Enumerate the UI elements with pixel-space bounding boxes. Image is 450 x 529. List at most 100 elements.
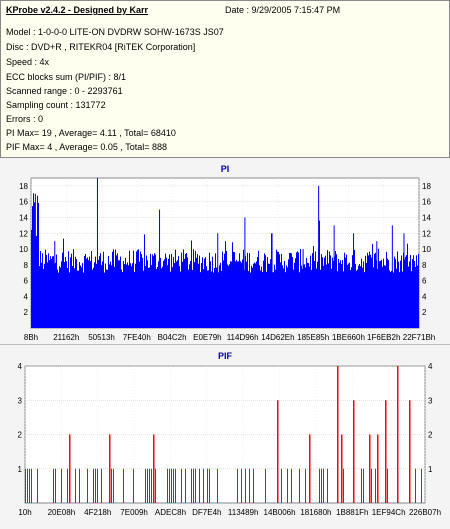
- pi-bar: [118, 260, 119, 328]
- pi-bar: [218, 272, 219, 328]
- pif-bar: [249, 468, 250, 503]
- x-tick-label: 8Bh: [24, 333, 38, 342]
- pif-bar: [173, 468, 174, 503]
- pi-bar: [395, 258, 396, 328]
- pi-bar: [274, 264, 275, 328]
- pi-bar: [162, 266, 163, 328]
- pi-bar: [349, 262, 350, 328]
- pi-bar: [229, 264, 230, 328]
- pi-bar: [260, 270, 261, 328]
- pif-bar: [209, 468, 210, 503]
- pi-bar: [71, 253, 72, 328]
- pif-bar: [281, 468, 282, 503]
- pif-spike-bar: [69, 434, 71, 503]
- pi-bar: [329, 251, 330, 328]
- pi-bar: [107, 269, 108, 328]
- x-tick-label: ADEC8h: [155, 508, 186, 517]
- ecc-line: ECC blocks sum (PI/PIF) : 8/1: [6, 72, 127, 82]
- pi-bar: [78, 270, 79, 328]
- pi-bar: [317, 261, 318, 328]
- pif-bar: [323, 468, 324, 503]
- pi-bar: [190, 260, 191, 328]
- y-tick-label-right: 4: [428, 362, 433, 371]
- x-tick-label: 1F6EB2h: [367, 333, 400, 342]
- pi-bar: [299, 272, 300, 328]
- pi-bar: [226, 250, 227, 328]
- pi-bar: [32, 206, 33, 328]
- pi-bar: [296, 252, 297, 328]
- pif-bar: [253, 468, 254, 503]
- pif-spike-bar: [377, 434, 379, 503]
- pi-bar: [102, 261, 103, 328]
- pi-peak-bar: [333, 225, 335, 328]
- y-tick-label-right: 8: [422, 261, 427, 270]
- pi-bar: [219, 265, 220, 328]
- pi-bar: [258, 250, 259, 328]
- pi-bar: [61, 261, 62, 328]
- pi-bar: [224, 253, 225, 328]
- model-line: Model : 1-0-0-0 LITE-ON DVDRW SOHW-1673S…: [6, 27, 224, 37]
- pi-bar: [206, 266, 207, 328]
- pi-bar: [322, 257, 323, 328]
- x-tick-label: 50513h: [88, 333, 115, 342]
- pi-bar: [81, 267, 82, 328]
- pif-bar: [193, 468, 194, 503]
- pi-bar: [233, 251, 234, 328]
- pi-bar: [345, 257, 346, 328]
- pi-bar: [279, 254, 280, 328]
- x-tick-label: B04C2h: [158, 333, 187, 342]
- pi-bar: [100, 253, 101, 328]
- y-tick-label-left: 14: [19, 213, 28, 222]
- pi-bar: [321, 254, 322, 328]
- x-tick-label: E0E79h: [193, 333, 221, 342]
- pi-bar: [385, 265, 386, 328]
- pi-bar: [121, 269, 122, 328]
- pi-bar: [247, 252, 248, 328]
- pi-bar: [70, 257, 71, 328]
- pif-bar: [185, 468, 186, 503]
- pif-bar: [363, 468, 364, 503]
- pi-bar: [176, 261, 177, 328]
- pi-bar: [132, 263, 133, 328]
- pi-bar: [246, 261, 247, 328]
- pi-bar: [111, 265, 112, 328]
- pif-bar: [97, 468, 98, 503]
- pi-bar: [180, 271, 181, 328]
- pi-bar: [160, 257, 161, 328]
- pif-spike-bar: [369, 434, 371, 503]
- pi-bar: [77, 270, 78, 328]
- pif-bar: [167, 468, 168, 503]
- pi-bar: [42, 253, 43, 328]
- pi-bar: [348, 263, 349, 328]
- pi-peak-bar: [54, 241, 56, 328]
- pi-bar: [44, 263, 45, 328]
- pi-bar: [188, 269, 189, 328]
- pi-bar: [400, 260, 401, 328]
- pif-bar: [171, 468, 172, 503]
- pif-bar: [67, 468, 68, 503]
- pif-bar: [321, 468, 322, 503]
- pi-bar: [355, 263, 356, 328]
- pif-bar: [195, 468, 196, 503]
- pi-bar: [404, 259, 405, 328]
- pif-bar: [305, 468, 306, 503]
- pi-bar: [405, 256, 406, 328]
- pi-bar: [63, 238, 64, 328]
- pi-bar: [337, 271, 338, 328]
- pif-bar: [175, 468, 176, 503]
- pi-bar: [342, 260, 343, 328]
- pi-bar: [117, 253, 118, 328]
- pi-bar: [34, 202, 35, 328]
- pi-bar: [365, 255, 366, 328]
- pi-bar: [302, 269, 303, 328]
- pif-bar: [79, 468, 80, 503]
- pi-bar: [393, 272, 394, 328]
- pi-bar: [76, 259, 77, 328]
- y-tick-label-right: 4: [422, 292, 427, 301]
- x-tick-label: DF7E4h: [192, 508, 221, 517]
- pi-bar: [361, 258, 362, 328]
- pi-bar: [418, 253, 419, 328]
- pi-bar: [384, 265, 385, 328]
- pi-bar: [45, 249, 46, 328]
- x-tick-label: 20E08h: [48, 508, 76, 517]
